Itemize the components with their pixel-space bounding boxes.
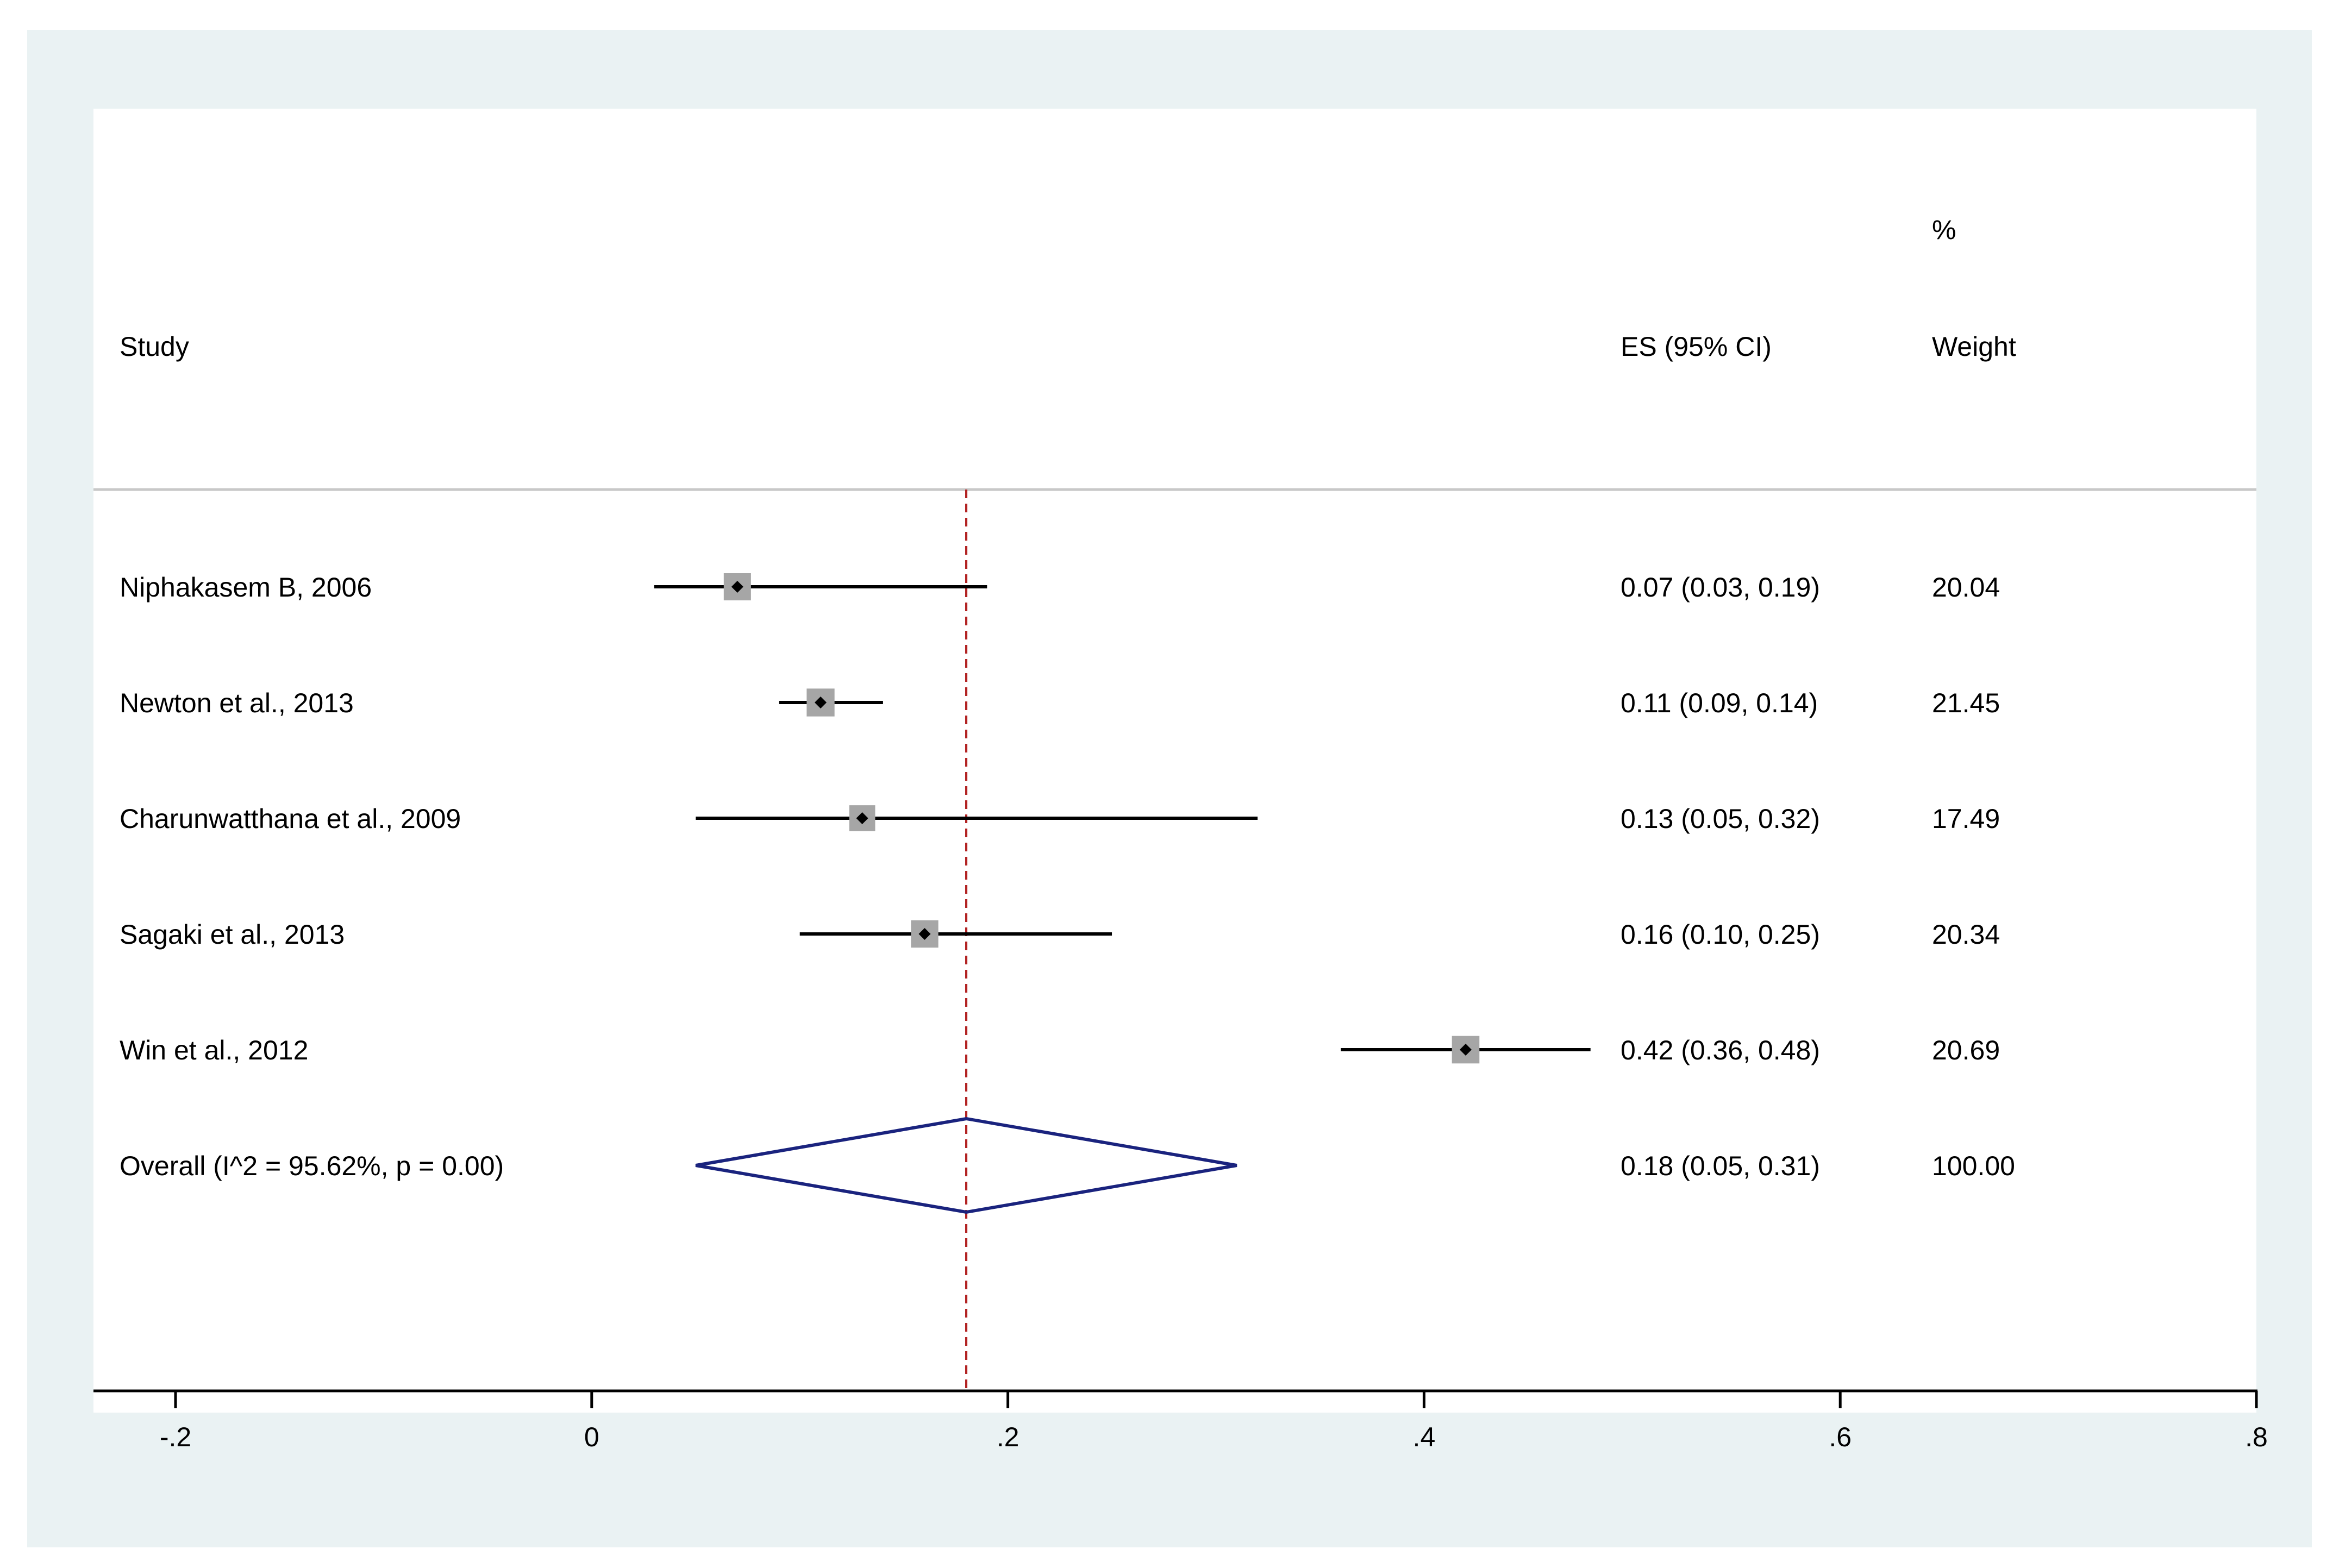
study-es-text: 0.16 (0.10, 0.25): [1621, 919, 1820, 950]
plot-area: [93, 109, 2256, 1413]
header-study: Study: [120, 331, 189, 362]
overall-weight-text: 100.00: [1932, 1151, 2015, 1181]
x-axis-tick-label: .2: [997, 1422, 1020, 1452]
study-es-text: 0.42 (0.36, 0.48): [1621, 1035, 1820, 1065]
forest-marks: Niphakasem B, 2006 0.07 (0.03, 0.19) 20.04…: [120, 490, 2015, 1391]
study-point-marker: [856, 812, 868, 824]
study-label: Charunwatthana et al., 2009: [120, 804, 461, 834]
x-axis-tick-label: .6: [1829, 1422, 1852, 1452]
study-weight-text: 20.34: [1932, 919, 2000, 950]
study-label: Sagaki et al., 2013: [120, 919, 345, 950]
study-point-marker: [731, 581, 743, 593]
x-axis-tick-label: 0: [584, 1422, 599, 1452]
overall-es-text: 0.18 (0.05, 0.31): [1621, 1151, 1820, 1181]
header-weight-percent: %: [1932, 215, 1956, 245]
overall-diamond: [695, 1117, 1237, 1214]
study-label: Win et al., 2012: [120, 1035, 308, 1065]
study-weight-text: 17.49: [1932, 804, 2000, 834]
study-label: Niphakasem B, 2006: [120, 572, 372, 603]
x-axis-tick-label: -.2: [160, 1422, 191, 1452]
overall-label: Overall (I^2 = 95.62%, p = 0.00): [120, 1151, 504, 1181]
x-axis: -.2 0 .2 .4 .6 .8: [93, 1389, 2268, 1452]
x-axis-tick-label: .8: [2245, 1422, 2268, 1452]
study-es-text: 0.07 (0.03, 0.19): [1621, 572, 1820, 603]
study-point-marker: [918, 928, 931, 940]
forest-plot: Study ES (95% CI) % Weight Niphakasem B,…: [93, 109, 2268, 1452]
study-es-text: 0.13 (0.05, 0.32): [1621, 804, 1820, 834]
study-point-marker: [814, 697, 827, 708]
study-es-text: 0.11 (0.09, 0.14): [1621, 688, 1818, 718]
study-label: Newton et al., 2013: [120, 688, 354, 718]
study-point-marker: [1459, 1044, 1472, 1056]
header-es: ES (95% CI): [1621, 331, 1772, 362]
header-weight: Weight: [1932, 331, 2016, 362]
x-axis-tick-label: .4: [1413, 1422, 1436, 1452]
study-weight-text: 20.04: [1932, 572, 2000, 603]
study-weight-text: 20.69: [1932, 1035, 2000, 1065]
chart-frame: Study ES (95% CI) % Weight Niphakasem B,…: [27, 30, 2312, 1547]
study-weight-text: 21.45: [1932, 688, 2000, 718]
